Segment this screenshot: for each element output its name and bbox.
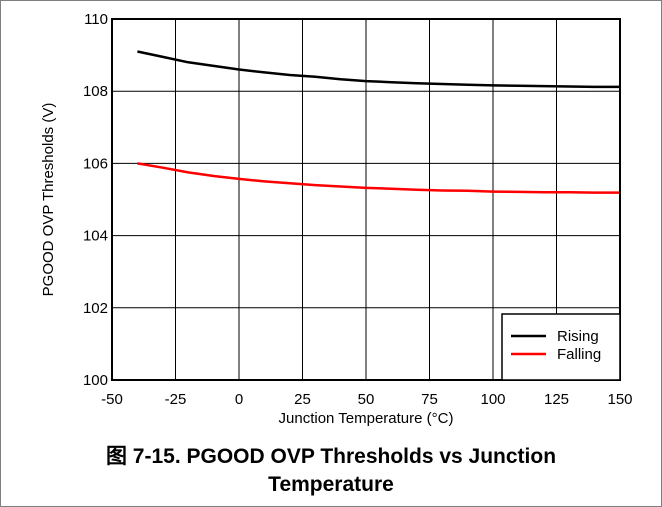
legend-label-falling: Falling [557,346,601,363]
y-tick-label: 110 [84,11,108,28]
legend: Rising Falling [501,313,621,381]
caption-line-2: Temperature [268,473,394,496]
y-tick-label: 102 [83,300,108,317]
series-line-falling [137,162,620,194]
x-tick-label: 0 [235,391,243,408]
x-tick-label: 100 [480,391,505,408]
line-chart: -50 -25 0 25 50 75 100 125 150 100 102 104 106 108 11… [40,11,633,427]
series-lines [137,50,620,194]
x-tick-label: 125 [544,391,569,408]
x-tick-label: -25 [165,391,187,408]
y-axis-title: PGOOD OVP Thresholds (V) [40,103,57,297]
y-tick-label: 100 [83,372,108,389]
y-tick-labels: 100 102 104 106 108 110 [83,11,108,389]
x-tick-label: 150 [607,391,632,408]
legend-box [501,313,621,381]
legend-label-rising: Rising [557,328,599,345]
plot-area-border [111,18,621,381]
x-tick-label: 50 [358,391,375,408]
x-tick-label: 75 [421,391,438,408]
y-tick-label: 106 [83,155,108,172]
x-tick-label: -50 [101,391,123,408]
series-line-rising [137,50,620,89]
x-tick-label: 25 [294,391,311,408]
figure-caption: 图 7-15. PGOOD OVP Thresholds vs Junction… [0,443,662,499]
caption-line-1: 图 7-15. PGOOD OVP Thresholds vs Junction [105,445,557,468]
y-tick-label: 104 [83,228,108,245]
x-tick-labels: -50 -25 0 25 50 75 100 125 150 [101,391,632,408]
x-axis-title: Junction Temperature (°C) [279,410,454,427]
y-tick-label: 108 [83,83,108,100]
